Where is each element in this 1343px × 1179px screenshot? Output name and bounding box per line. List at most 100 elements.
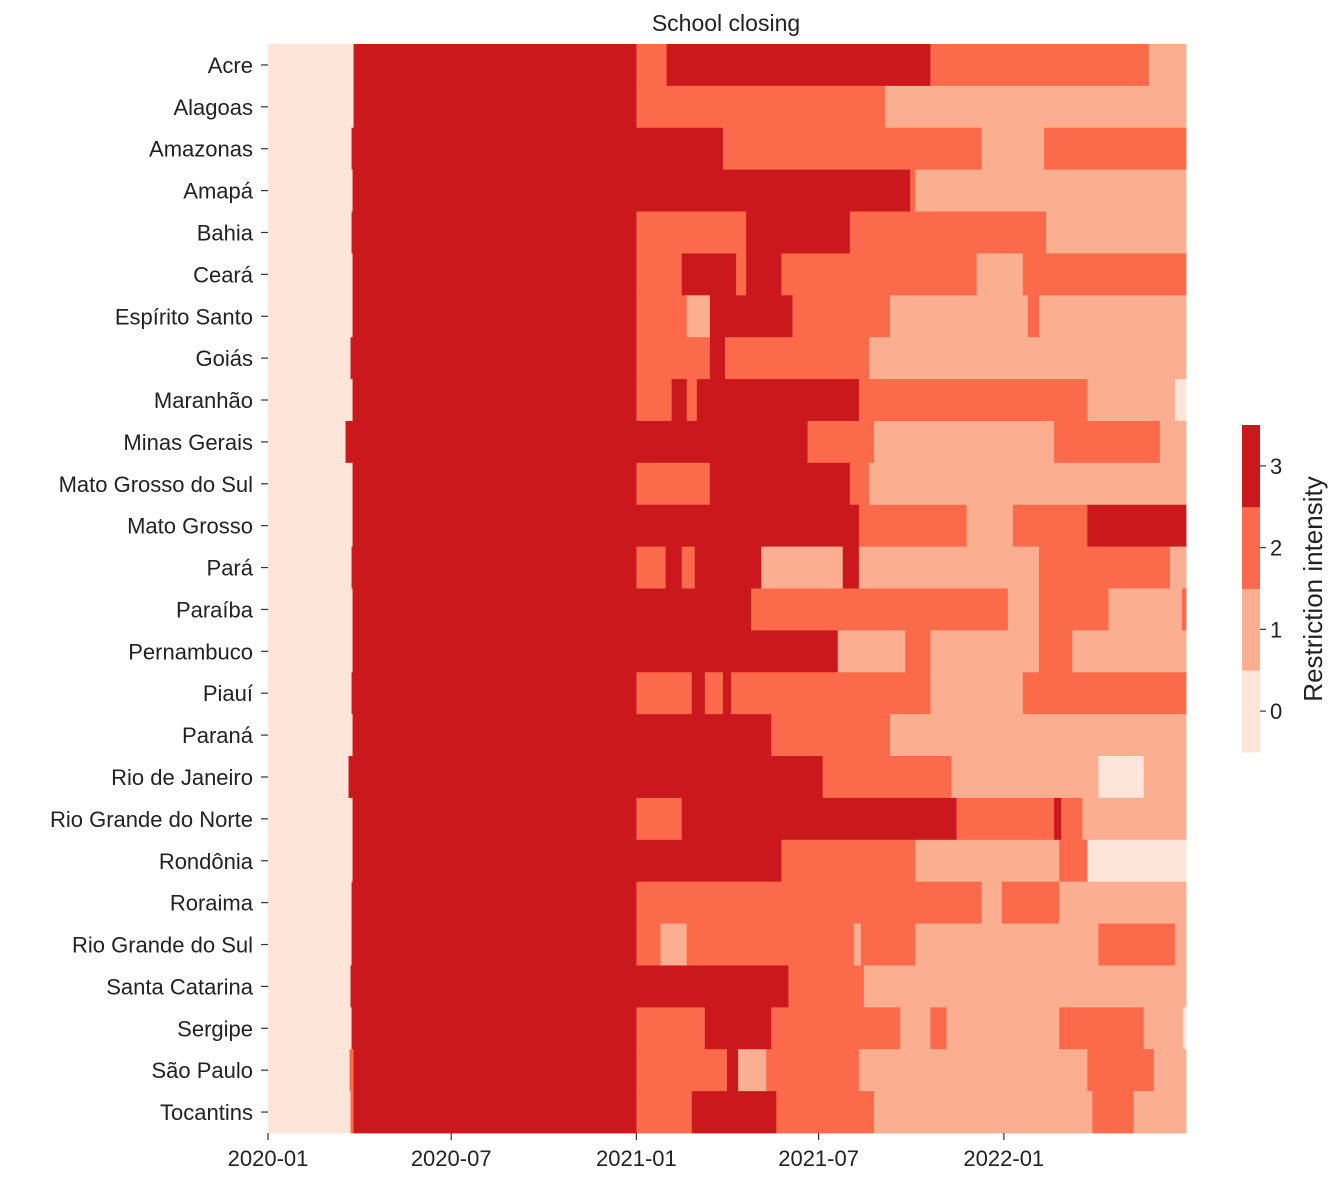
heatmap-cell [1001, 881, 1060, 924]
heatmap-cell [636, 1091, 693, 1134]
y-tick-label: Mato Grosso [127, 514, 253, 539]
heatmap-cell [1039, 546, 1171, 589]
heatmap-cell [761, 546, 844, 589]
heatmap-cell [709, 337, 726, 380]
heatmap-cell [352, 169, 637, 212]
heatmap-cell [736, 253, 747, 296]
heatmap-cell [1046, 211, 1187, 254]
heatmap-cell [665, 546, 683, 589]
heatmap-cell [1174, 379, 1187, 422]
heatmap-cell [268, 756, 349, 799]
heatmap-cell [268, 714, 353, 757]
heatmap-cell [636, 630, 839, 673]
heatmap-cell [696, 379, 860, 422]
heatmap-cell [636, 881, 983, 924]
heatmap-cell [268, 965, 351, 1008]
y-tick-label: Paraíba [176, 597, 254, 622]
heatmap-cell [915, 839, 1060, 883]
heatmap-cell [268, 1007, 352, 1050]
heatmap-cell [1182, 1007, 1187, 1050]
heatmap-cell [686, 379, 698, 422]
heatmap-cell [910, 169, 916, 212]
y-tick-label: Bahia [197, 220, 254, 245]
heatmap-cell [353, 1049, 637, 1092]
colorbar: 0 1 2 3 [1242, 425, 1282, 753]
heatmap-cell [1098, 923, 1176, 966]
y-tick-label: Piauí [203, 681, 253, 706]
heatmap-cell [636, 839, 782, 883]
heatmap-cell [1108, 588, 1183, 631]
y-tick-label: Acre [208, 53, 253, 78]
heatmap-cell [885, 85, 1187, 129]
y-axis: Acre Alagoas Amazonas Amapá Bahia Ceará Espíri… [50, 53, 268, 1125]
heatmap-cell [1181, 588, 1187, 631]
y-tick-label: Santa Catarina [106, 974, 254, 999]
heatmap-cell [1072, 630, 1187, 673]
heatmap-cell [842, 546, 860, 589]
heatmap-cell [636, 379, 673, 422]
heatmap-cell [268, 588, 353, 631]
y-tick-label: Rio Grande do Norte [50, 807, 253, 832]
heatmap-cell [1022, 672, 1187, 715]
heatmap-cell [930, 44, 1150, 87]
heatmap-cell [1044, 127, 1187, 171]
heatmap-cell [352, 588, 637, 631]
heatmap-cell [873, 420, 1055, 464]
heatmap-cell [946, 1007, 1060, 1050]
x-tick-label: 2022-01 [963, 1146, 1044, 1171]
heatmap-cell [930, 672, 1024, 715]
heatmap-cell [691, 1091, 777, 1134]
heatmap-cell [268, 881, 352, 924]
colorbar-segment [1242, 670, 1260, 753]
heatmap-cell [681, 253, 737, 296]
heatmap-cell [966, 504, 1014, 548]
colorbar-segment [1242, 506, 1260, 589]
heatmap-cell [660, 923, 688, 966]
heatmap-cell [1087, 379, 1176, 422]
heatmap-cell [353, 85, 637, 129]
y-tick-label: Espírito Santo [115, 304, 253, 329]
heatmap-cell [873, 1091, 1093, 1134]
heatmap-cell [1027, 295, 1040, 338]
heatmap-cell [268, 630, 353, 673]
heatmap-cell [1087, 839, 1187, 883]
y-tick-label: Minas Gerais [123, 430, 253, 455]
x-axis: 2020-01 2020-07 2021-01 2021-07 2022-01 [228, 1133, 1044, 1171]
heatmap-cell [704, 672, 724, 715]
heatmap-cell [681, 797, 957, 841]
heatmap-cell [352, 462, 637, 506]
heatmap-cell [268, 211, 352, 254]
heatmap-cell [1054, 797, 1062, 841]
heatmap-cell [636, 337, 711, 380]
heatmap-cell [915, 923, 1099, 966]
heatmap-cell [1098, 756, 1145, 799]
heatmap-cell [352, 839, 637, 883]
heatmap-cell [671, 379, 688, 422]
heatmap-cell [1039, 630, 1073, 673]
heatmap-cell [691, 672, 706, 715]
heatmap-cell [351, 127, 637, 171]
heatmap-cell [722, 672, 732, 715]
heatmap-cell [352, 797, 637, 841]
heatmap-cell [350, 337, 637, 380]
heatmap-cell [345, 420, 637, 464]
heatmap-cell [268, 44, 354, 87]
y-tick-label: Ceará [193, 262, 254, 287]
colorbar-tick-label: 3 [1270, 454, 1282, 479]
heatmap-cell [351, 923, 637, 966]
y-tick-label: Goiás [196, 346, 253, 371]
y-tick-label: Rio de Janeiro [111, 765, 253, 790]
heatmap-cell [686, 923, 855, 966]
heatmap-cell [636, 295, 688, 338]
heatmap-cell [636, 588, 752, 631]
heatmap-cell [766, 1049, 860, 1092]
heatmap-cell [636, 211, 747, 254]
y-tick-label: Roraima [170, 891, 254, 916]
heatmap-cell [858, 546, 1040, 589]
heatmap-cell [981, 881, 1003, 924]
heatmap-cell [1039, 295, 1187, 338]
heatmap-cell [858, 504, 967, 548]
heatmap-cell [268, 672, 352, 715]
heatmap-cell [771, 714, 891, 757]
